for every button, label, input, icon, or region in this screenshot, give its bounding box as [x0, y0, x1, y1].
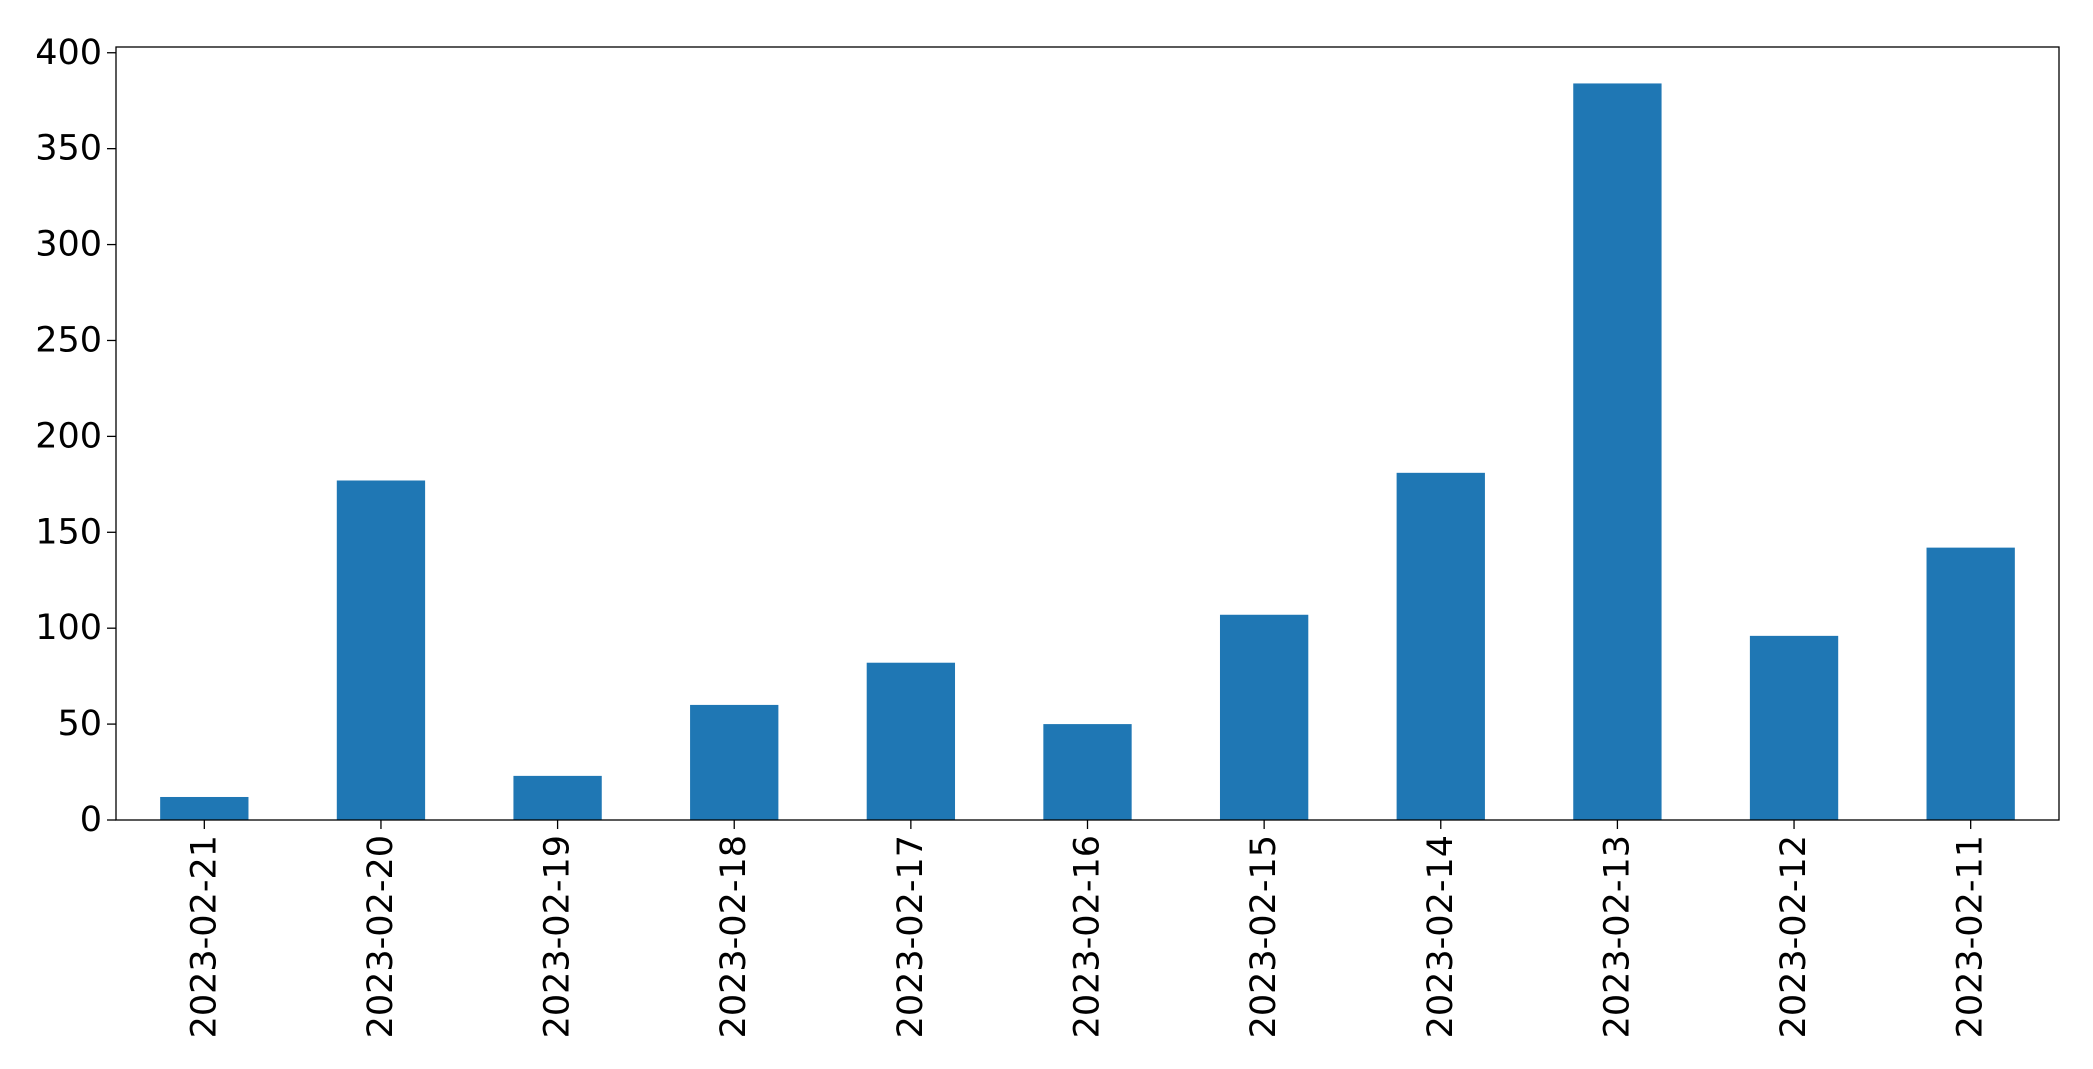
bar-2023-02-15 — [1219, 614, 1309, 820]
bar-2023-02-17 — [866, 662, 956, 820]
axes-frame — [115, 46, 2060, 821]
x-tick-label: 2023-02-19 — [538, 835, 578, 1038]
bars-layer — [160, 83, 2015, 821]
x-tick-label: 2023-02-20 — [361, 835, 401, 1038]
bar-2023-02-13 — [1573, 83, 1662, 821]
bar-2023-02-21 — [160, 796, 249, 820]
x-tick-label: 2023-02-17 — [891, 835, 931, 1038]
bar-2023-02-14 — [1396, 472, 1485, 820]
bar-2023-02-16 — [1043, 724, 1132, 820]
y-tick-label: 350 — [35, 129, 102, 169]
bar-2023-02-12 — [1749, 635, 1839, 820]
y-tick-label: 150 — [35, 512, 102, 552]
x-tick-label: 2023-02-11 — [1951, 835, 1991, 1038]
bar-2023-02-18 — [690, 704, 779, 820]
y-tick-label: 100 — [35, 608, 102, 648]
x-tick-label: 2023-02-18 — [714, 835, 754, 1038]
y-tick-label: 0 — [80, 800, 102, 840]
x-tick-label: 2023-02-14 — [1421, 835, 1461, 1038]
bar-2023-02-20 — [336, 480, 426, 820]
bar-2023-02-19 — [513, 775, 602, 820]
y-axis: 0 50 100 150 200 250 300 350 400 — [35, 33, 116, 840]
x-axis: 2023-02-21 2023-02-20 2023-02-19 2023-02-18… — [184, 820, 1991, 1038]
x-tick-label: 2023-02-16 — [1068, 835, 1108, 1038]
bar-2023-02-11 — [1926, 547, 2015, 820]
x-tick-label: 2023-02-12 — [1774, 835, 1814, 1038]
y-tick-label: 400 — [35, 33, 102, 73]
x-tick-label: 2023-02-15 — [1244, 835, 1284, 1038]
y-tick-label: 50 — [57, 704, 102, 744]
x-tick-label: 2023-02-21 — [184, 835, 224, 1038]
y-tick-label: 200 — [35, 416, 102, 456]
y-tick-label: 300 — [35, 225, 102, 265]
y-tick-label: 250 — [35, 320, 102, 360]
x-tick-label: 2023-02-13 — [1597, 835, 1637, 1038]
